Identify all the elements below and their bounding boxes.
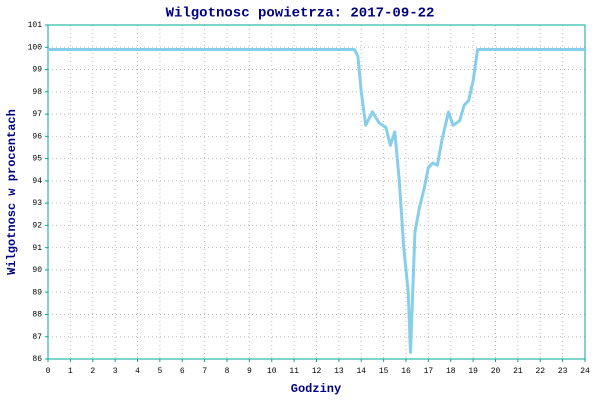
x-tick-label: 21 [513,367,523,376]
x-tick-label: 20 [491,367,501,376]
y-tick-label: 96 [32,132,42,141]
x-tick-label: 24 [580,367,590,376]
x-tick-label: 19 [468,367,478,376]
x-tick-label: 12 [312,367,322,376]
y-tick-label: 99 [32,66,42,75]
y-tick-label: 93 [32,199,42,208]
chart-title: Wilgotnosc powietrza: 2017-09-22 [166,6,435,22]
x-tick-label: 17 [424,367,434,376]
x-tick-label: 3 [113,367,118,376]
y-tick-label: 88 [32,311,42,320]
y-tick-label: 92 [32,222,42,231]
x-tick-label: 8 [225,367,230,376]
y-tick-label: 95 [32,155,42,164]
x-tick-label: 22 [535,367,545,376]
x-tick-label: 4 [135,367,140,376]
x-tick-label: 10 [267,367,277,376]
x-tick-label: 16 [401,367,411,376]
y-tick-label: 100 [28,43,43,52]
x-tick-label: 1 [68,367,73,376]
x-tick-label: 15 [379,367,389,376]
y-tick-label: 98 [32,88,42,97]
y-tick-label: 89 [32,288,42,297]
y-tick-label: 87 [32,333,42,342]
y-tick-label: 94 [32,177,42,186]
x-tick-label: 23 [558,367,568,376]
x-tick-label: 13 [334,367,344,376]
x-tick-label: 18 [446,367,456,376]
x-tick-label: 7 [202,367,207,376]
y-axis-label: Wilgotnosc w procentach [5,109,19,275]
x-tick-label: 14 [356,367,366,376]
x-tick-label: 9 [247,367,252,376]
y-tick-label: 86 [32,355,42,364]
x-tick-label: 0 [46,367,51,376]
x-tick-label: 2 [90,367,95,376]
data-line [48,47,585,354]
x-axis-label: Godziny [291,382,341,396]
y-tick-label: 97 [32,110,42,119]
x-tick-label: 5 [157,367,162,376]
plot-frame [47,24,586,360]
y-tick-label: 90 [32,266,42,275]
y-tick-label: 101 [28,21,43,30]
y-tick-label: 91 [32,244,42,253]
x-tick-label: 6 [180,367,185,376]
x-tick-label: 11 [289,367,299,376]
